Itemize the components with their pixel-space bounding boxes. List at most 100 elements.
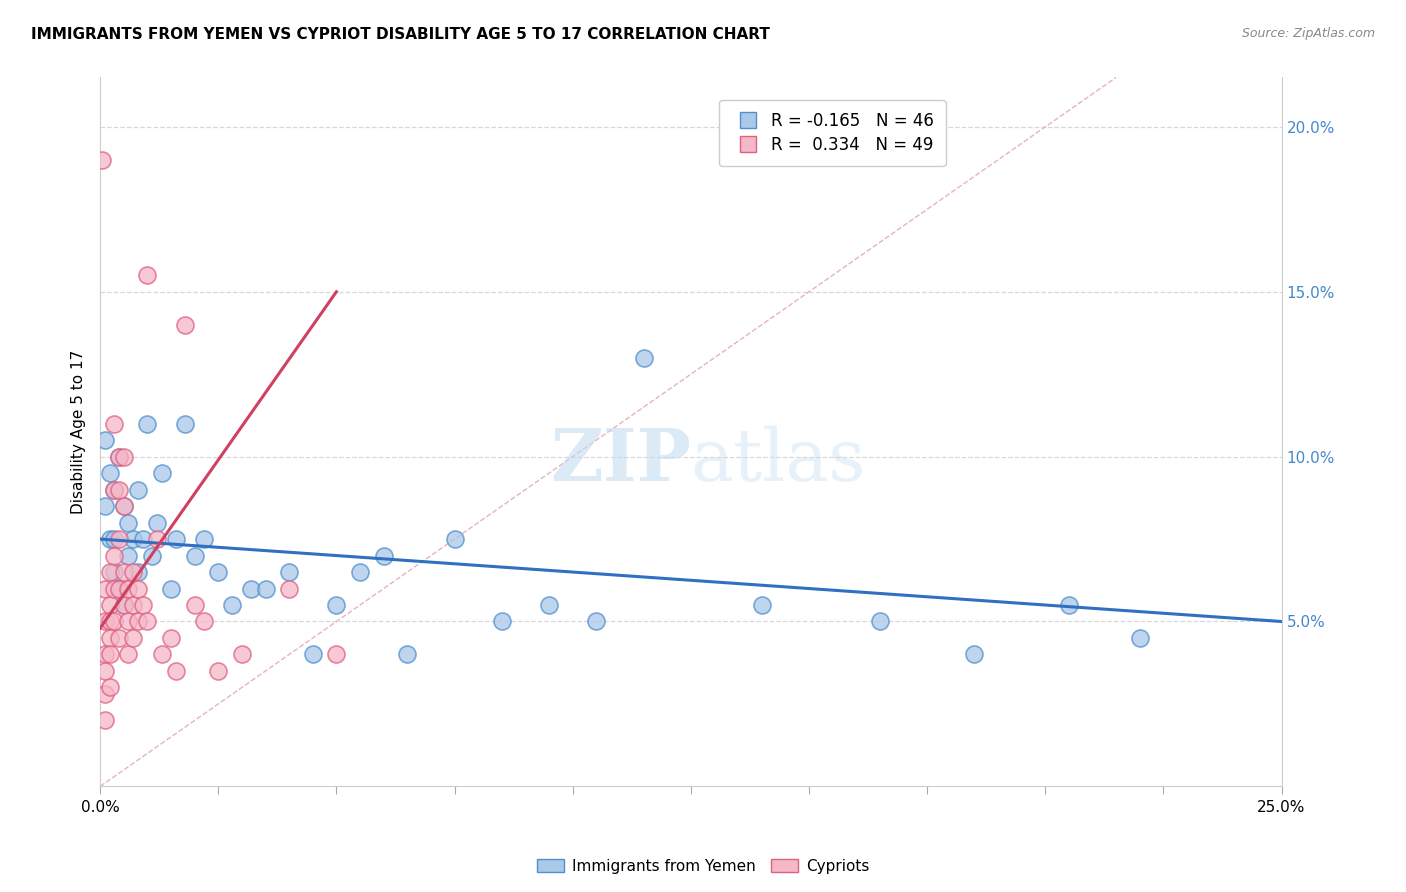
Point [136,268,159,283]
Point [207,664,229,678]
Point [94,433,117,447]
Point [112,499,135,513]
Point [108,483,131,497]
Text: IMMIGRANTS FROM YEMEN VS CYPRIOT DISABILITY AGE 5 TO 17 CORRELATION CHART: IMMIGRANTS FROM YEMEN VS CYPRIOT DISABIL… [31,27,770,42]
Point [443,532,465,546]
Point [103,582,125,596]
Point [94,648,117,662]
Legend: R = -0.165   N = 46, R =  0.334   N = 49: R = -0.165 N = 46, R = 0.334 N = 49 [720,100,946,166]
Point [193,532,215,546]
Point [963,648,986,662]
Point [108,582,131,596]
Point [94,687,117,701]
Point [91,153,114,167]
Point [131,532,153,546]
Point [94,664,117,678]
Point [122,631,145,645]
Point [585,615,607,629]
Point [160,582,183,596]
Text: atlas: atlas [690,425,866,496]
Point [117,516,139,530]
Point [127,615,149,629]
Point [103,532,125,546]
Point [183,549,205,563]
Legend: Immigrants from Yemen, Cypriots: Immigrants from Yemen, Cypriots [530,853,876,880]
Point [278,565,301,579]
Point [117,648,139,662]
Point [98,565,121,579]
Point [254,582,277,596]
Point [117,549,139,563]
Point [112,598,135,612]
Point [122,565,145,579]
Point [869,615,891,629]
Point [122,598,145,612]
Point [94,615,117,629]
Point [117,582,139,596]
Point [103,615,125,629]
Point [112,499,135,513]
Point [183,598,205,612]
Point [112,450,135,464]
Point [751,598,773,612]
Point [103,565,125,579]
Point [538,598,561,612]
Point [174,318,197,332]
Point [98,615,121,629]
Point [146,516,169,530]
Point [131,598,153,612]
Point [349,565,371,579]
Point [108,450,131,464]
Point [221,598,243,612]
Point [98,532,121,546]
Point [98,681,121,695]
Point [146,532,169,546]
Point [373,549,395,563]
Text: Source: ZipAtlas.com: Source: ZipAtlas.com [1241,27,1375,40]
Point [94,582,117,596]
Point [150,648,173,662]
Point [633,351,655,365]
Point [127,582,149,596]
Point [94,499,117,513]
Point [1129,631,1152,645]
Point [94,714,117,728]
Point [1057,598,1080,612]
Point [122,532,145,546]
Point [103,483,125,497]
Point [108,582,131,596]
Point [325,648,347,662]
Point [103,549,125,563]
Point [278,582,301,596]
Point [136,615,159,629]
Point [103,417,125,431]
Point [231,648,253,662]
Point [491,615,513,629]
Point [112,598,135,612]
Point [193,615,215,629]
Point [150,466,173,480]
Point [301,648,323,662]
Point [165,664,187,678]
Point [240,582,263,596]
Point [112,565,135,579]
Point [165,532,187,546]
Point [117,615,139,629]
Point [108,631,131,645]
Point [127,483,149,497]
Point [207,565,229,579]
Point [325,598,347,612]
Point [98,466,121,480]
Point [160,631,183,645]
Point [127,565,149,579]
Text: ZIP: ZIP [550,425,690,496]
Point [98,631,121,645]
Point [136,417,159,431]
Point [108,450,131,464]
Point [174,417,197,431]
Point [98,648,121,662]
Point [141,549,163,563]
Point [108,532,131,546]
Point [103,483,125,497]
Y-axis label: Disability Age 5 to 17: Disability Age 5 to 17 [72,350,86,514]
